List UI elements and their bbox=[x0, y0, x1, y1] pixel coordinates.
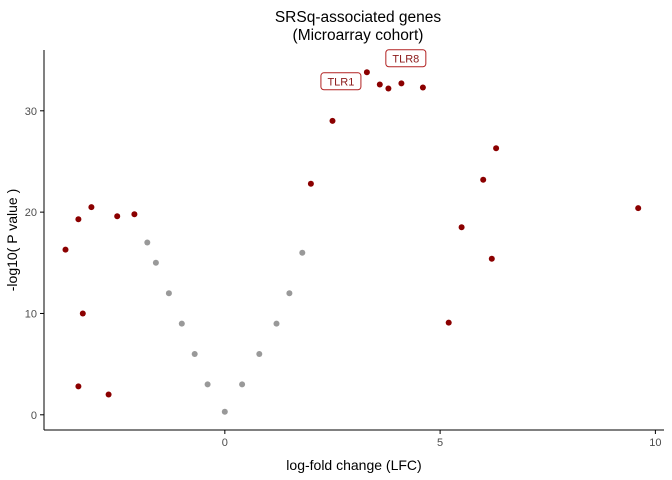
y-tick-label: 30 bbox=[25, 106, 37, 118]
data-point-significant bbox=[458, 224, 465, 231]
annotation-box bbox=[320, 72, 362, 91]
data-point-significant bbox=[419, 84, 426, 91]
y-axis-ticks: 0 10 20 30 bbox=[25, 106, 44, 422]
data-point-nonsignificant bbox=[191, 351, 198, 357]
annotation-box bbox=[385, 49, 427, 68]
annotation-label: TLR8 bbox=[392, 53, 419, 65]
annotation-label: TLR1 bbox=[327, 76, 354, 88]
data-point-significant bbox=[75, 383, 82, 390]
data-point-significant bbox=[131, 211, 138, 218]
y-tick-label: 10 bbox=[25, 308, 37, 320]
data-point-nonsignificant bbox=[273, 320, 280, 327]
data-point-nonsignificant bbox=[286, 290, 293, 297]
data-point-nonsignificant bbox=[256, 351, 263, 357]
data-point-nonsignificant bbox=[152, 259, 159, 266]
x-tick-label: 5 bbox=[437, 437, 443, 449]
gene-annotations: TLR1 TLR8 bbox=[320, 49, 427, 91]
data-point-significant bbox=[493, 145, 500, 152]
data-point-nonsignificant bbox=[165, 290, 172, 297]
data-point-significant bbox=[88, 204, 95, 211]
data-point-significant bbox=[376, 81, 383, 88]
y-tick-label: 20 bbox=[25, 207, 37, 219]
x-axis-title: log-fold change (LFC) bbox=[286, 457, 421, 473]
data-point-significant bbox=[385, 85, 392, 92]
data-point-nonsignificant bbox=[178, 320, 185, 327]
data-point-significant bbox=[105, 391, 112, 398]
data-point-nonsignificant bbox=[144, 239, 151, 246]
data-point-nonsignificant bbox=[239, 381, 246, 388]
x-tick-label: 10 bbox=[649, 437, 661, 449]
data-point-nonsignificant bbox=[221, 408, 228, 415]
data-point-significant bbox=[62, 246, 69, 253]
data-point-significant bbox=[398, 80, 405, 87]
data-point-significant bbox=[329, 117, 336, 124]
x-axis-ticks: 0 5 10 bbox=[222, 430, 662, 449]
data-point-significant bbox=[363, 69, 370, 76]
y-tick-label: 0 bbox=[31, 410, 37, 422]
data-point-significant bbox=[79, 310, 86, 317]
data-point-significant bbox=[635, 205, 642, 212]
data-point-significant bbox=[445, 319, 452, 326]
chart-title-line1: SRSq-associated genes bbox=[275, 9, 442, 26]
x-tick-label: 0 bbox=[222, 437, 228, 449]
data-point-significant bbox=[480, 176, 487, 183]
data-point-significant bbox=[307, 180, 314, 187]
chart-title-line2: (Microarray cohort) bbox=[293, 27, 424, 44]
data-point-significant bbox=[114, 213, 121, 220]
data-point-nonsignificant bbox=[204, 381, 211, 388]
y-axis-title: -log10( P value ) bbox=[4, 189, 20, 291]
data-point-significant bbox=[488, 255, 495, 262]
data-point-significant bbox=[75, 216, 82, 223]
data-points bbox=[62, 69, 642, 415]
data-point-nonsignificant bbox=[299, 249, 306, 256]
